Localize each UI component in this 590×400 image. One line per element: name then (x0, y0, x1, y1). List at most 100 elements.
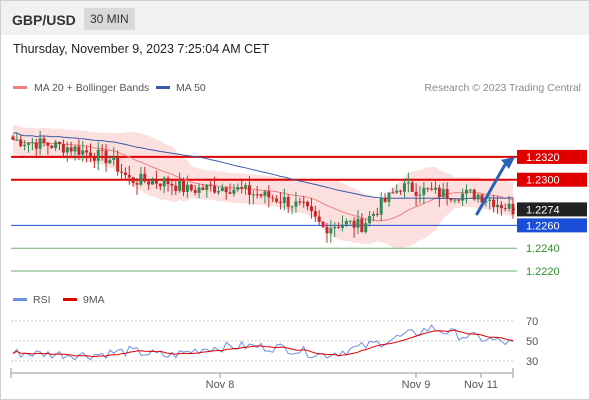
candle-body (123, 172, 127, 175)
candle-body (337, 226, 341, 228)
candle-body (271, 197, 275, 199)
candle-body (19, 139, 23, 147)
level-tag-1.2300 (517, 172, 587, 187)
candle-body (449, 198, 453, 201)
candle-body (430, 188, 434, 190)
candle-body (38, 138, 42, 149)
candle-body (116, 157, 120, 172)
candle-body (182, 180, 186, 192)
candle-body (306, 201, 310, 207)
candle-body (170, 184, 174, 186)
candle-body (166, 178, 170, 185)
candle-body (213, 185, 217, 193)
candle-body (61, 144, 65, 153)
candle-body (92, 157, 96, 161)
candle-body (147, 181, 151, 185)
candle-body (275, 198, 279, 202)
timeframe-badge[interactable]: 30 MIN (84, 8, 135, 30)
projection-arrow-head (501, 156, 515, 169)
projection-arrow-shaft (475, 161, 508, 216)
candle-body (216, 191, 220, 193)
candle-body (251, 194, 255, 196)
candle-body (143, 173, 147, 182)
candle-body (112, 157, 116, 160)
level-tag-1.2320 (517, 149, 587, 164)
candle-body (139, 173, 143, 185)
candle-body (387, 192, 391, 202)
candle-body (344, 221, 348, 225)
time-tick-label: Nov 9 (402, 379, 431, 391)
candle-body (255, 194, 259, 196)
candle-body (158, 183, 162, 187)
candle-body (461, 193, 465, 201)
candle-body (294, 201, 298, 207)
candle-body (185, 184, 189, 192)
candle-body (77, 146, 81, 155)
candle-body (383, 198, 387, 202)
candle-body (73, 146, 77, 152)
rsi-legend-swatch (13, 298, 27, 301)
candle-body (240, 187, 244, 189)
candle-body (503, 208, 507, 210)
candle-body (151, 180, 155, 185)
candle-body (96, 149, 100, 161)
candle-body (247, 185, 251, 195)
ma50-legend-label: MA 50 (176, 82, 206, 94)
candle-body (244, 185, 248, 189)
candle-body (100, 149, 104, 151)
rsi-tick-30: 30 (526, 356, 538, 368)
candle-body (414, 191, 418, 196)
ma20-legend-label: MA 20 + Bollinger Bands (34, 82, 149, 94)
candle-body (484, 200, 488, 203)
candle-body (89, 152, 93, 158)
candle-body (488, 199, 492, 201)
candle-body (131, 177, 135, 183)
candle-body (379, 198, 383, 215)
candle-body (325, 226, 329, 234)
candle-body (50, 145, 54, 149)
candle-body (189, 184, 193, 191)
candle-body (11, 136, 15, 140)
candle-body (54, 141, 58, 149)
candle-body (437, 187, 441, 198)
rsi-legend-label: RSI (33, 294, 51, 306)
pair-title: GBP/USD (12, 12, 76, 28)
bollinger-band (13, 124, 513, 249)
rsi-plot: 30 50 70 (11, 316, 538, 368)
candle-body (321, 221, 325, 227)
candle-body (375, 213, 379, 215)
candle-body (34, 142, 38, 149)
current-price-tag (517, 202, 587, 217)
rsi-tick-70: 70 (526, 316, 538, 328)
candle-body (154, 180, 158, 184)
candle-body (58, 141, 62, 145)
candle-body (290, 206, 294, 208)
candle-body (492, 199, 496, 208)
candle-body (259, 194, 263, 196)
candle-body (309, 206, 313, 212)
candle-body (178, 180, 182, 191)
candle-body (445, 189, 449, 199)
candle-body (433, 187, 437, 190)
candle-body (391, 192, 395, 194)
candle-body (278, 201, 282, 204)
candle-body (371, 213, 375, 216)
candle-body (197, 187, 201, 193)
candle-body (236, 187, 240, 190)
candle-body (468, 189, 472, 191)
candle-body (472, 189, 476, 200)
level-label-1.2240: 1.2240 (526, 243, 560, 255)
candle-body (495, 204, 499, 208)
candle-body (340, 224, 344, 228)
ma50-line (12, 132, 514, 200)
candle-body (457, 199, 461, 201)
candle-body (42, 138, 46, 143)
candle-body (368, 215, 372, 224)
ma20-legend-swatch (13, 86, 27, 89)
candle-body (282, 196, 286, 204)
candle-body (69, 147, 73, 152)
candle-body (426, 187, 430, 189)
candle-body (220, 187, 224, 192)
candle-body (224, 187, 228, 193)
